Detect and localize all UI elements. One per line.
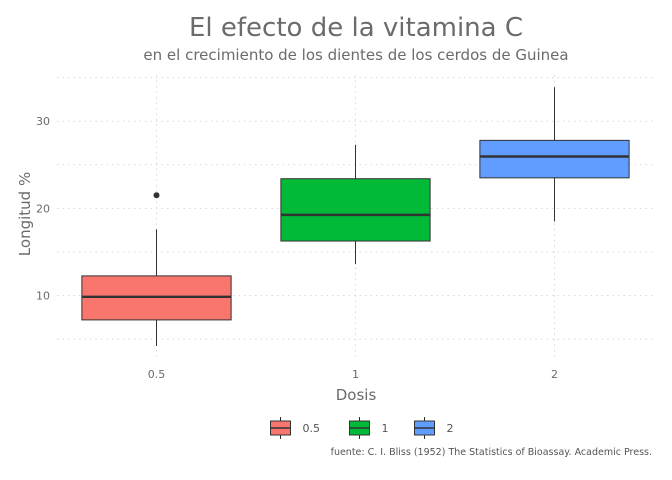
box-body	[479, 139, 630, 179]
outlier-point	[153, 192, 160, 199]
box-0.5	[81, 192, 232, 347]
x-tick-label: 2	[551, 368, 558, 381]
legend-label: 0.5	[303, 422, 321, 435]
legend: 0.5 1 2	[270, 417, 454, 439]
legend-item-1: 1	[349, 417, 389, 439]
box-2	[479, 87, 630, 222]
legend-item-0.5: 0.5	[270, 417, 321, 439]
axis-layer: 10 20 30 0.5 1 2	[36, 115, 558, 381]
y-tick-label: 30	[36, 115, 50, 128]
legend-label: 2	[447, 422, 454, 435]
chart-subtitle: en el crecimiento de los dientes de los …	[143, 46, 568, 64]
y-tick-label: 10	[36, 290, 50, 303]
legend-item-2: 2	[414, 417, 454, 439]
box-1	[280, 144, 431, 265]
box-body	[280, 178, 431, 242]
legend-label: 1	[382, 422, 389, 435]
box-layer	[81, 87, 630, 347]
x-tick-label: 1	[352, 368, 359, 381]
x-axis-title: Dosis	[336, 386, 377, 404]
x-tick-label: 0.5	[148, 368, 166, 381]
y-tick-label: 20	[36, 202, 50, 215]
chart-caption: fuente: C. I. Bliss (1952) The Statistic…	[331, 447, 652, 458]
chart-title: El efecto de la vitamina C	[189, 13, 523, 43]
y-axis-title: Longitud %	[16, 172, 34, 256]
